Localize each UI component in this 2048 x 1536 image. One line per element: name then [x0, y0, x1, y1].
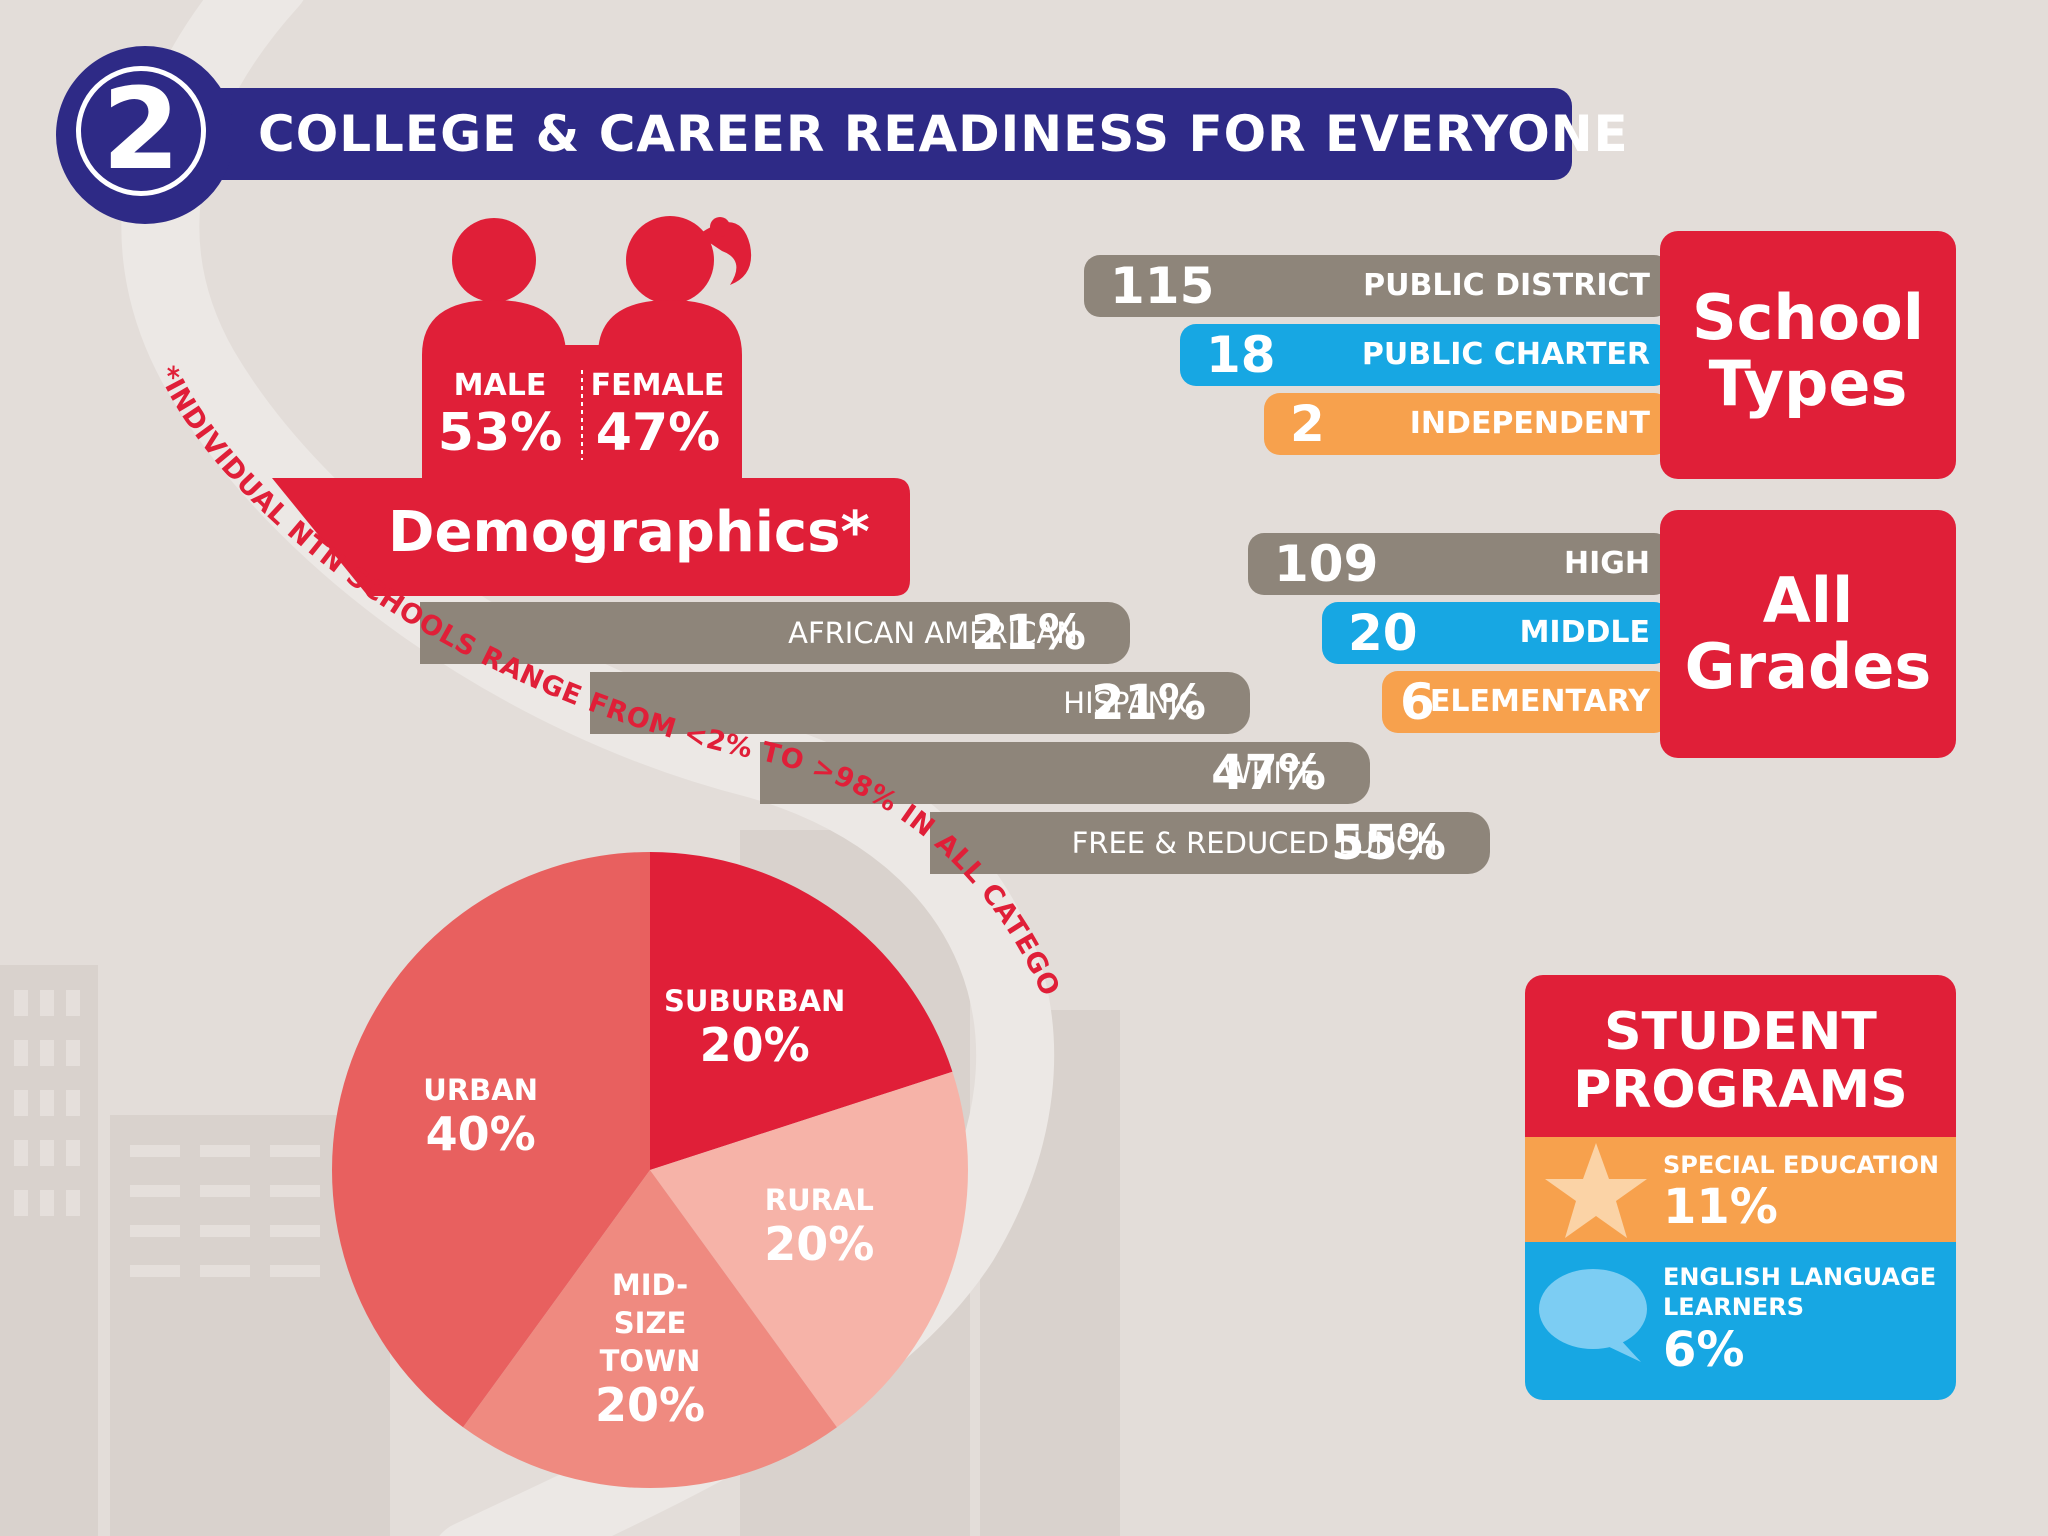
ell-label-line2: LEARNERS [1663, 1293, 1804, 1321]
school-setting-pie-chart [332, 852, 968, 1488]
demographic-row-hispanic: HISPANIC 21% [590, 672, 1250, 734]
ell-label-line1: ENGLISH LANGUAGE [1663, 1263, 1937, 1291]
pie-slice-mid-size-town [463, 1170, 837, 1488]
demographic-row-free-reduced-lunch: FREE & REDUCED LUNCH 55% [930, 812, 1490, 874]
school-types-title-line2: Types [1708, 347, 1908, 420]
pie-label-mid-size-town: MID- SIZE TOWN 20% [594, 1268, 706, 1433]
special-education-value: 11% [1663, 1179, 1778, 1235]
school-types-panel: School Types [1660, 231, 1956, 479]
pie-label-suburban: SUBURBAN 20% [664, 983, 846, 1072]
all-grades-title-line1: All [1762, 564, 1854, 637]
student-programs-panel: STUDENT PROGRAMS SPECIAL EDUCATION 11% E… [1525, 975, 1956, 1400]
grade-label: MIDDLE [1519, 615, 1650, 650]
demographic-row-african-american: AFRICAN AMERICAN 21% [420, 602, 1130, 664]
demographic-label: WHITE [1222, 756, 1318, 790]
pie-label-urban: URBAN 40% [423, 1072, 538, 1161]
school-type-row-public-district: 115 PUBLIC DISTRICT [1084, 255, 1670, 317]
pie-label-rural: RURAL 20% [764, 1183, 875, 1272]
page-title: COLLEGE & CAREER READINESS FOR EVERYONE [258, 105, 1629, 163]
school-types-title-line1: School [1692, 281, 1924, 354]
demographic-row-white: WHITE 47% [760, 742, 1370, 804]
demographic-label: AFRICAN AMERICAN [788, 616, 1078, 650]
female-label: FEMALE [590, 368, 725, 403]
demographic-label: HISPANIC [1063, 686, 1198, 720]
speech-bubble-icon [1539, 1269, 1647, 1362]
female-value: 47% [595, 403, 721, 463]
grade-count: 20 [1348, 604, 1418, 662]
pie-slice-rural [650, 1071, 968, 1428]
male-label: MALE [453, 368, 547, 403]
school-type-label: PUBLIC CHARTER [1361, 337, 1650, 372]
special-education-label: SPECIAL EDUCATION [1663, 1151, 1939, 1179]
school-type-label: INDEPENDENT [1409, 406, 1650, 441]
demographics-title: Demographics* [388, 500, 870, 565]
student-programs-title-line1: STUDENT [1604, 1002, 1877, 1062]
demographic-value: 55% [1331, 815, 1446, 871]
school-type-row-independent: 2 INDEPENDENT [1264, 393, 1670, 455]
grade-row-high: 109 HIGH [1248, 533, 1670, 595]
grade-row-elementary: 6 ELEMENTARY [1382, 671, 1670, 733]
pie-slice-urban [332, 852, 650, 1428]
title-banner [210, 88, 1572, 180]
ell-value: 6% [1663, 1322, 1745, 1378]
pie-slice-suburban [650, 852, 953, 1170]
school-type-count: 2 [1290, 395, 1325, 453]
school-type-count: 18 [1206, 326, 1276, 384]
male-value: 53% [437, 403, 563, 463]
male-female-icon [422, 216, 752, 480]
student-programs-header: STUDENT PROGRAMS [1525, 975, 1956, 1137]
grade-label: HIGH [1563, 546, 1650, 581]
grade-count: 109 [1274, 535, 1379, 593]
star-icon [1545, 1143, 1647, 1238]
section-number: 2 [102, 65, 180, 195]
section-number-ring [76, 66, 206, 196]
all-grades-title-line2: Grades [1684, 630, 1932, 703]
demographic-label: FREE & REDUCED LUNCH [1071, 826, 1438, 860]
ell-row: ENGLISH LANGUAGE LEARNERS 6% [1525, 1242, 1956, 1400]
student-programs-title-line2: PROGRAMS [1573, 1060, 1908, 1120]
demographic-value: 47% [1211, 745, 1326, 801]
grade-count: 6 [1400, 673, 1435, 731]
demographic-value: 21% [1091, 675, 1206, 731]
grade-row-middle: 20 MIDDLE [1322, 602, 1670, 664]
demographics-banner [272, 478, 910, 596]
school-type-label: PUBLIC DISTRICT [1363, 268, 1650, 303]
grade-label: ELEMENTARY [1429, 684, 1650, 719]
school-type-count: 115 [1110, 257, 1215, 315]
school-type-row-public-charter: 18 PUBLIC CHARTER [1180, 324, 1670, 386]
demographic-value: 21% [971, 605, 1086, 661]
all-grades-panel: All Grades [1660, 510, 1956, 758]
special-education-row: SPECIAL EDUCATION 11% [1525, 1137, 1956, 1242]
